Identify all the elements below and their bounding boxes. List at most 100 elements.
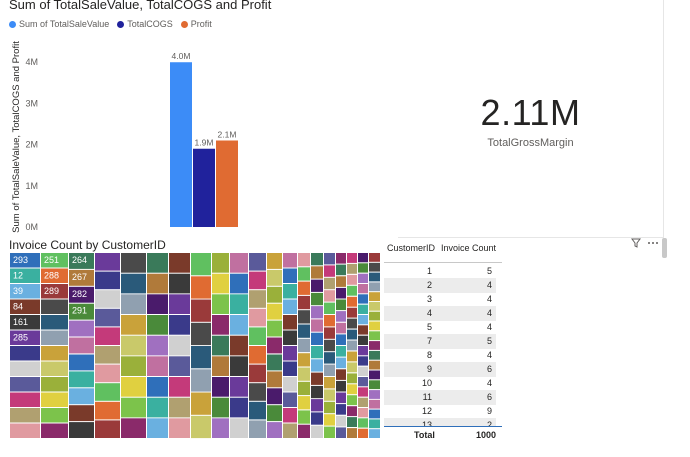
treemap-tile[interactable] <box>358 366 368 376</box>
treemap-tile[interactable] <box>324 339 335 352</box>
treemap-tile[interactable] <box>212 418 229 438</box>
treemap-tile[interactable] <box>369 399 380 409</box>
treemap-tile[interactable] <box>95 401 120 420</box>
treemap-tile[interactable] <box>311 279 323 292</box>
treemap-tile[interactable] <box>212 335 229 356</box>
treemap-tile[interactable] <box>212 253 229 273</box>
treemap-tile[interactable] <box>298 267 310 281</box>
kpi-card[interactable]: 2.11M TotalGrossMargin <box>398 0 664 238</box>
treemap-tile[interactable] <box>358 263 368 273</box>
treemap-tile[interactable] <box>311 266 323 279</box>
treemap-tile[interactable] <box>41 330 68 346</box>
treemap-tile[interactable] <box>311 292 323 306</box>
treemap-tile[interactable] <box>358 335 368 345</box>
treemap-tile[interactable] <box>169 315 190 335</box>
treemap-tile[interactable] <box>267 253 282 269</box>
treemap-tile[interactable] <box>347 384 357 395</box>
treemap-tile[interactable] <box>69 337 94 354</box>
treemap-tile[interactable] <box>324 277 335 290</box>
treemap-tile[interactable]: 161 <box>10 315 40 330</box>
treemap-canvas[interactable]: 293 12 39 84 161 285 251 288 289 264 267 282 291 <box>10 253 380 439</box>
treemap-tile[interactable] <box>69 388 94 405</box>
treemap-tile[interactable] <box>191 299 211 322</box>
treemap-tile[interactable] <box>230 356 248 376</box>
treemap-tile[interactable] <box>191 346 211 369</box>
treemap-tile[interactable] <box>121 294 146 314</box>
treemap-tile[interactable] <box>10 361 40 377</box>
treemap-tile[interactable] <box>230 294 248 314</box>
treemap-tile[interactable] <box>249 401 266 420</box>
treemap-tile[interactable] <box>336 415 346 427</box>
treemap-tile[interactable] <box>336 264 346 276</box>
treemap-tile[interactable] <box>147 356 168 376</box>
treemap-tile[interactable] <box>121 273 146 294</box>
treemap-tile[interactable]: 264 <box>69 253 94 269</box>
treemap-tile[interactable] <box>324 401 335 414</box>
table-row[interactable]: 11 6 <box>384 390 496 405</box>
treemap-tile[interactable] <box>347 351 357 362</box>
treemap-tile[interactable] <box>324 290 335 302</box>
treemap-tile[interactable] <box>369 311 380 321</box>
treemap-tile[interactable]: 282 <box>69 286 94 303</box>
treemap-tile[interactable] <box>191 276 211 299</box>
treemap-tile[interactable]: 12 <box>10 268 40 284</box>
treemap-tile[interactable] <box>95 420 120 438</box>
treemap-tile[interactable] <box>336 276 346 287</box>
treemap-tile[interactable] <box>283 299 297 315</box>
treemap-tile[interactable] <box>369 360 380 370</box>
bar-chart[interactable]: Sum of TotalSaleValue, TotalCOGS and Pro… <box>0 32 395 237</box>
treemap-tile[interactable] <box>298 424 310 438</box>
treemap-tile[interactable] <box>324 352 335 364</box>
treemap-tile[interactable] <box>347 340 357 351</box>
treemap-tile[interactable] <box>212 377 229 397</box>
treemap-tile[interactable] <box>324 265 335 277</box>
treemap-tile[interactable] <box>267 371 282 388</box>
treemap-tile[interactable] <box>358 253 368 263</box>
treemap-tile[interactable] <box>336 392 346 404</box>
treemap-tile[interactable] <box>369 409 380 419</box>
treemap-tile[interactable] <box>69 320 94 337</box>
treemap-tile[interactable] <box>298 324 310 338</box>
treemap-tile[interactable] <box>95 271 120 290</box>
treemap-tile[interactable] <box>169 253 190 273</box>
treemap-tile[interactable] <box>324 315 335 327</box>
treemap-tile[interactable] <box>169 273 190 294</box>
treemap-tile[interactable] <box>311 332 323 345</box>
treemap-tile[interactable] <box>169 356 190 376</box>
treemap-tile[interactable] <box>358 397 368 407</box>
treemap-tile[interactable] <box>298 338 310 353</box>
treemap-tile[interactable] <box>347 373 357 384</box>
treemap-tile[interactable] <box>283 346 297 361</box>
treemap-tile[interactable] <box>369 341 380 350</box>
column-header-customer-id[interactable]: CustomerID <box>387 243 436 253</box>
treemap-tile[interactable] <box>95 290 120 308</box>
treemap-tile[interactable] <box>191 369 211 392</box>
treemap-tile[interactable] <box>283 268 297 284</box>
treemap-tile[interactable] <box>324 327 335 339</box>
treemap-tile[interactable] <box>347 362 357 373</box>
treemap-tile[interactable] <box>267 405 282 422</box>
treemap-tile[interactable] <box>230 377 248 397</box>
treemap-tile[interactable] <box>169 377 190 397</box>
treemap-tile[interactable] <box>336 427 346 438</box>
treemap-tile[interactable] <box>249 383 266 401</box>
treemap-tile[interactable] <box>358 418 368 428</box>
treemap-tile[interactable] <box>336 253 346 264</box>
treemap-tile[interactable] <box>41 299 68 315</box>
treemap-tile[interactable] <box>298 253 310 267</box>
treemap-tile[interactable] <box>191 322 211 346</box>
treemap-tile[interactable] <box>147 253 168 273</box>
treemap-tile[interactable] <box>347 428 357 438</box>
column-header-invoice-count[interactable]: Invoice Count <box>440 243 496 253</box>
treemap-tile[interactable] <box>10 423 40 439</box>
treemap-tile[interactable] <box>298 353 310 367</box>
treemap-tile[interactable] <box>41 377 68 392</box>
treemap-tile[interactable] <box>230 418 248 438</box>
treemap-tile[interactable] <box>169 418 190 438</box>
treemap-tile[interactable] <box>283 423 297 439</box>
